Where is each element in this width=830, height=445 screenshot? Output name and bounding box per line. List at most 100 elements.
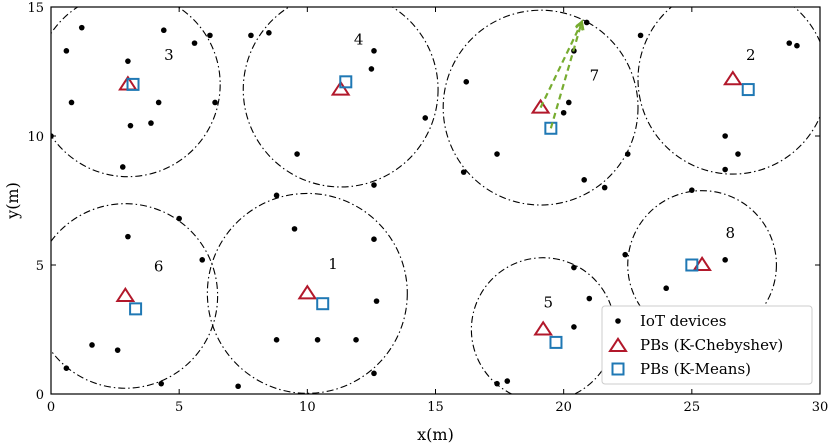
iot-device-point	[127, 122, 134, 129]
iot-device-point	[273, 192, 280, 199]
iot-device-point	[119, 164, 126, 170]
iot-device-point	[722, 166, 728, 173]
pb-k-chebyshev-marker	[297, 284, 318, 300]
iot-device-point	[371, 370, 377, 377]
iot-device-point	[63, 48, 70, 54]
x-tick-label: 0	[47, 400, 55, 415]
cluster-circle-3	[51, 7, 221, 178]
legend-label: PBs (K-Chebyshev)	[640, 336, 783, 354]
pb-k-chebyshev-marker	[330, 80, 351, 96]
iot-device-point	[207, 32, 213, 39]
pb-k-chebyshev-marker	[533, 320, 554, 336]
pb-k-means-marker	[316, 297, 330, 311]
pb-k-chebyshev-marker	[722, 70, 743, 86]
iot-device-point	[89, 342, 95, 348]
iot-device-point	[371, 48, 377, 54]
pb-k-means-marker	[339, 75, 353, 89]
iot-device-point	[571, 324, 577, 330]
legend-square-icon	[611, 362, 625, 376]
y-tick-label: 0	[36, 388, 44, 403]
iot-device-point	[235, 383, 241, 390]
cluster-circle-1	[206, 192, 408, 394]
x-tick-label: 30	[812, 400, 829, 415]
iot-device-point	[601, 184, 608, 191]
x-tick-label: 15	[427, 400, 444, 415]
iot-device-point	[114, 347, 121, 353]
move-arrow-chebyshev	[539, 22, 582, 109]
legend: IoT devices PBs (K-Chebyshev) PBs (K-Means…	[601, 305, 813, 385]
pb-k-means-marker	[685, 258, 699, 272]
iot-device-point	[586, 295, 593, 302]
iot-device-point	[125, 233, 131, 240]
iot-device-point	[78, 24, 85, 31]
x-tick-label: 25	[684, 400, 701, 415]
iot-device-point	[191, 40, 198, 46]
cluster-label-2: 2	[746, 46, 756, 64]
iot-device-point	[460, 169, 467, 175]
power-beacons	[115, 70, 755, 349]
iot-device-point	[371, 182, 377, 188]
cluster-circle-4	[242, 7, 439, 188]
cluster-label-6: 6	[154, 258, 164, 276]
iot-device-point	[583, 19, 590, 26]
iot-device-point	[176, 215, 182, 222]
x-tick-label: 5	[175, 400, 183, 415]
iot-device-point	[266, 30, 272, 36]
iot-device-point	[273, 337, 280, 343]
x-tick-label: 10	[299, 400, 316, 415]
iot-device-point	[158, 380, 165, 387]
iot-device-point	[494, 380, 500, 387]
iot-device-point	[560, 109, 567, 116]
iot-device-point	[353, 337, 359, 343]
cluster-circle-5	[470, 257, 616, 394]
iot-device-point	[786, 40, 793, 46]
iot-device-point	[624, 151, 631, 157]
iot-device-point	[637, 32, 644, 39]
cluster-label-1: 1	[328, 255, 338, 273]
pb-k-means-marker	[129, 302, 143, 316]
iot-device-point	[294, 151, 300, 157]
cluster-circle-2	[637, 7, 820, 175]
pb-k-chebyshev-marker	[115, 286, 136, 302]
iot-device-point	[148, 120, 154, 126]
iot-device-point	[581, 177, 587, 183]
cluster-circle-7	[442, 9, 639, 206]
iot-device-point	[722, 133, 728, 139]
iot-device-point	[494, 151, 500, 157]
movement-arrow	[539, 22, 582, 129]
pb-k-means-marker	[549, 335, 563, 349]
y-tick-label: 10	[27, 130, 44, 145]
iot-device-point	[735, 151, 741, 157]
legend-label: IoT devices	[640, 312, 726, 330]
x-axis-label: x(m)	[417, 425, 454, 444]
iot-device-point	[125, 58, 131, 64]
iot-device-point	[248, 32, 254, 39]
legend-box	[601, 305, 813, 385]
iot-device-point	[689, 187, 695, 193]
iot-device-point	[199, 257, 206, 263]
cluster-label-7: 7	[590, 67, 600, 85]
iot-device-point	[68, 99, 75, 106]
iot-device-point	[663, 285, 669, 292]
legend-label: PBs (K-Means)	[640, 360, 751, 378]
y-tick-label: 15	[27, 1, 44, 16]
iot-device-point	[422, 115, 429, 121]
pb-k-means-marker	[741, 83, 755, 97]
iot-device-point	[212, 99, 218, 106]
cluster-label-3: 3	[164, 46, 174, 64]
iot-device-point	[371, 236, 377, 242]
y-tick-label: 5	[36, 259, 44, 274]
iot-device-point	[794, 42, 800, 49]
iot-device-point	[368, 66, 375, 72]
cluster-circle-6	[51, 203, 219, 389]
pb-k-means-marker	[126, 77, 140, 91]
data-points	[51, 19, 800, 390]
iot-device-point	[314, 337, 321, 343]
iot-device-point	[722, 257, 728, 263]
move-arrow-kmeans	[549, 22, 582, 129]
iot-device-point	[291, 226, 298, 232]
iot-device-point	[63, 365, 70, 372]
iot-device-point	[622, 251, 628, 258]
